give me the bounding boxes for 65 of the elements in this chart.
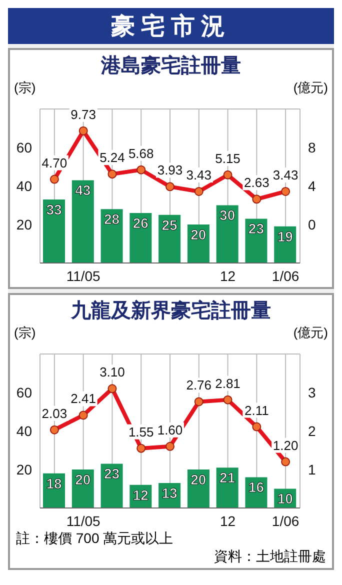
data-label: 3.43 — [186, 167, 212, 182]
x-tick-label: 1/06 — [272, 268, 300, 284]
bar — [43, 199, 65, 263]
bar — [72, 180, 94, 263]
data-label: 18 — [46, 475, 62, 492]
data-label: 2.76 — [186, 378, 212, 393]
y-tick-label: 60 — [16, 384, 32, 400]
data-label: 2.63 — [244, 175, 270, 190]
data-label: 1.55 — [128, 424, 154, 440]
y-axis-title: (宗) — [14, 324, 36, 340]
data-label: 20 — [75, 471, 91, 488]
data-label: 30 — [220, 207, 236, 224]
data-label: 21 — [220, 470, 236, 486]
y-tick-label: 40 — [16, 422, 32, 439]
y2-tick-label: 2 — [308, 422, 316, 439]
data-label: 33 — [46, 201, 62, 218]
y-tick-label: 20 — [16, 461, 32, 478]
data-label: 23 — [104, 466, 120, 482]
y-tick-label: 60 — [16, 139, 32, 156]
data-label: 20 — [190, 226, 206, 242]
data-label: 9.73 — [70, 106, 96, 122]
data-label: 2.41 — [70, 391, 96, 406]
data-label: 4.70 — [42, 155, 68, 170]
data-label: 1.60 — [157, 422, 183, 438]
text: 資料：土地註冊處 — [213, 548, 327, 566]
data-label: 3.93 — [157, 162, 183, 178]
data-label: 13 — [162, 484, 178, 501]
data-label: 12 — [132, 486, 149, 503]
data-label: 3.43 — [272, 167, 298, 182]
data-label: 10 — [277, 490, 294, 507]
y2-axis-title: (億元) — [293, 79, 328, 95]
data-label: 19 — [277, 228, 294, 244]
data-label: 5.24 — [100, 150, 125, 166]
data-label: 25 — [162, 216, 178, 233]
data-label: 2.11 — [244, 402, 269, 418]
data-label: 20 — [190, 471, 206, 488]
y2-tick-label: 4 — [308, 178, 316, 194]
y-axis-title: (宗) — [14, 79, 36, 95]
y2-axis-title: (億元) — [293, 324, 328, 340]
data-label: 28 — [104, 211, 120, 228]
x-tick-label: 11/05 — [66, 512, 101, 529]
data-label: 23 — [248, 220, 264, 237]
x-tick-label: 1/06 — [272, 512, 300, 529]
y2-tick-label: 1 — [308, 461, 316, 478]
chart-subtitle: 港島豪宅註冊量 — [100, 54, 242, 79]
data-label: 26 — [132, 214, 149, 231]
y2-tick-label: 3 — [308, 384, 316, 400]
data-label: 2.03 — [42, 406, 68, 421]
text: 註：樓價 700 萬元或以上 — [15, 530, 174, 548]
data-label: 3.10 — [100, 364, 125, 380]
data-label: 16 — [248, 479, 264, 496]
y-tick-label: 20 — [16, 216, 32, 232]
data-label: 1.20 — [272, 438, 298, 453]
y2-tick-label: 8 — [308, 139, 316, 156]
data-label: 2.81 — [215, 376, 240, 391]
chart-title: 九龍及新界豪宅註冊量 — [70, 298, 272, 324]
y2-tick-label: 0 — [308, 216, 316, 232]
data-label: 5.68 — [128, 146, 154, 161]
data-label: 43 — [75, 182, 91, 198]
data-label: 5.15 — [215, 150, 240, 166]
x-tick-label: 11/05 — [66, 268, 101, 284]
x-tick-label: 12 — [220, 268, 236, 284]
chart-title: 豪宅市況 — [8, 8, 334, 44]
y-tick-label: 40 — [16, 178, 32, 194]
x-tick-label: 12 — [220, 512, 236, 529]
